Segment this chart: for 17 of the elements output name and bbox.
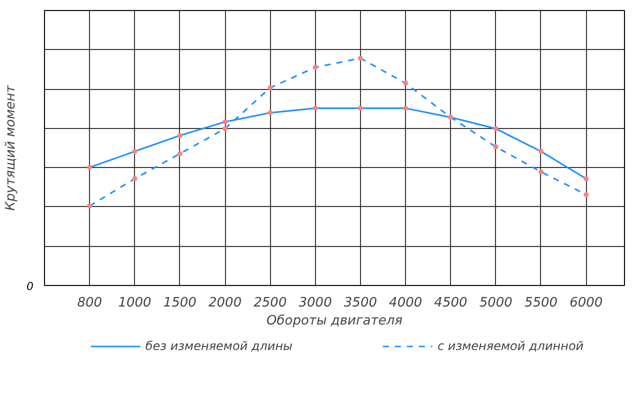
x-tick-label: 5000: [479, 296, 512, 310]
x-tick-label: 2000: [208, 296, 242, 310]
x-tick-label: 2500: [254, 296, 287, 310]
x-tick-label: 5500: [524, 296, 558, 310]
x-tick-label: 3500: [344, 296, 378, 310]
x-tick-label: 800: [77, 296, 102, 310]
x-tick-label: 4500: [434, 296, 468, 310]
x-tick-label: 6000: [570, 296, 603, 310]
legend-label: без изменяемой длины: [145, 339, 293, 353]
x-axis-title: Обороты двигателя: [266, 314, 403, 328]
x-tick-label: 1500: [163, 296, 196, 310]
x-tick-label: 1000: [118, 296, 152, 310]
x-tick-label: 3000: [298, 296, 332, 310]
text: 0: [26, 280, 34, 293]
y-axis-title: Крутящий момент: [4, 84, 18, 211]
x-tick-label: 4000: [389, 296, 422, 310]
legend-label: с изменяемой длинной: [438, 339, 584, 353]
